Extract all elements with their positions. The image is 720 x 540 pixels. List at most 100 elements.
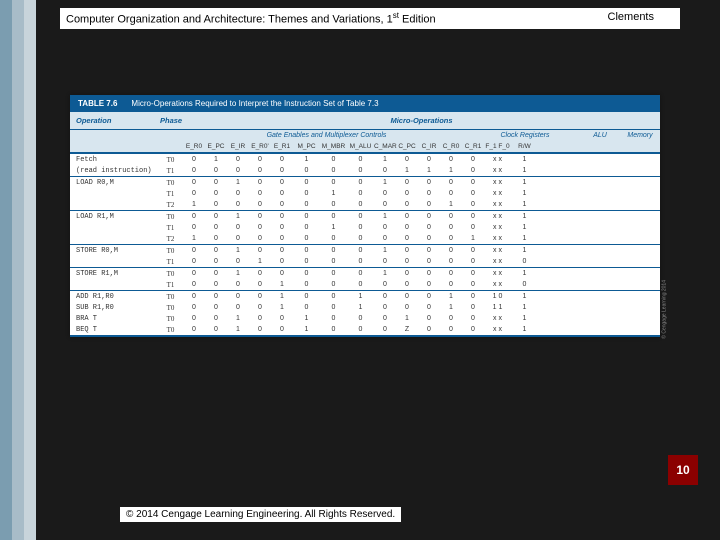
cell: x x [484, 268, 511, 279]
cell: 0 [374, 291, 396, 302]
cell: x x [484, 256, 511, 267]
cell: 0 [396, 302, 418, 313]
cell: 0 [396, 154, 418, 165]
cell: 0 [440, 233, 462, 244]
column-header: R/W [511, 141, 538, 152]
cell: 1 [320, 188, 347, 199]
cell: 0 [205, 211, 227, 222]
cell: 0 [293, 291, 320, 302]
cell: 0 [418, 233, 440, 244]
cell: 0 [271, 188, 293, 199]
cell: 0 [462, 302, 484, 313]
cell: 0 [396, 279, 418, 290]
cell: 0 [396, 233, 418, 244]
author-name: Clements [608, 11, 654, 26]
cell: 0 [249, 199, 271, 210]
cell: 0 [462, 313, 484, 324]
cell-phase: T0 [158, 245, 183, 256]
cell: 0 [374, 279, 396, 290]
cell: 0 [249, 245, 271, 256]
cell: 0 [249, 233, 271, 244]
cell: 0 [396, 211, 418, 222]
cell: 1 [347, 291, 374, 302]
cell: 0 [418, 188, 440, 199]
cell-operation: SUB R1,R0 [70, 302, 158, 313]
cell: 0 [293, 233, 320, 244]
cell: 1 [293, 324, 320, 335]
cell-phase: T0 [158, 177, 183, 188]
cell: 0 [347, 154, 374, 165]
cell: 1 [227, 313, 249, 324]
cell-operation: BEQ T [70, 324, 158, 335]
cell-operation: ADD R1,R0 [70, 291, 158, 302]
table-header-row-2: Gate Enables and Multiplexer Controls Cl… [70, 130, 660, 141]
cell: 0 [183, 313, 205, 324]
cell: 0 [293, 222, 320, 233]
cell-operation [70, 222, 158, 233]
cell: 0 [320, 211, 347, 222]
cell: 0 [320, 177, 347, 188]
cell: x x [484, 245, 511, 256]
cell: 0 [462, 177, 484, 188]
cell: 0 [227, 302, 249, 313]
col-gate-enables: Gate Enables and Multiplexer Controls [183, 130, 470, 141]
cell: 0 [462, 279, 484, 290]
cell: 0 [374, 222, 396, 233]
cell: 0 [347, 188, 374, 199]
cell: 0 [271, 245, 293, 256]
cell: 0 [271, 324, 293, 335]
cell: 0 [293, 199, 320, 210]
cell: 0 [227, 233, 249, 244]
cell: 0 [511, 256, 538, 267]
table-row-group: STORE R1,MT00010000010000x x1T1000010000… [70, 268, 660, 291]
cell: 1 1 [484, 302, 511, 313]
cell: Z [396, 324, 418, 335]
cell: 1 [374, 245, 396, 256]
table-row: BEQ TT0001001000Z000x x1 [70, 324, 660, 335]
cell: 0 [320, 154, 347, 165]
table-row: STORE R0,MT00010000010000x x1 [70, 245, 660, 256]
cell: 0 [205, 279, 227, 290]
cell: 1 0 [484, 291, 511, 302]
cell: 0 [205, 245, 227, 256]
cell: 0 [320, 324, 347, 335]
cell: 0 [347, 211, 374, 222]
col-operation: Operation [70, 112, 158, 129]
cell-phase: T0 [158, 154, 183, 165]
cell: 0 [205, 268, 227, 279]
cell: 0 [374, 165, 396, 176]
cell: 0 [440, 279, 462, 290]
cell: 0 [396, 291, 418, 302]
cell: 0 [293, 211, 320, 222]
cell: 1 [511, 233, 538, 244]
cell: 0 [374, 199, 396, 210]
cell: x x [484, 279, 511, 290]
cell: 0 [347, 177, 374, 188]
cell: x x [484, 211, 511, 222]
cell: 0 [418, 211, 440, 222]
cell: 0 [205, 302, 227, 313]
cell-phase: T1 [158, 222, 183, 233]
cell: 1 [511, 268, 538, 279]
decorative-left-bars [0, 0, 36, 540]
cell: 0 [396, 256, 418, 267]
cell: 0 [320, 256, 347, 267]
cell: 0 [320, 233, 347, 244]
table-row: T10000001000000x x1 [70, 188, 660, 199]
col-micro-ops: Micro-Operations [183, 112, 660, 129]
table-number: TABLE 7.6 [78, 99, 117, 108]
table-row-group: STORE R0,MT00010000010000x x1T1000100000… [70, 245, 660, 268]
cell: 0 [462, 291, 484, 302]
column-header: E_R0' [249, 141, 271, 152]
table-body: FetchT00100010010000x x1(read instructio… [70, 154, 660, 337]
cell: 1 [249, 256, 271, 267]
cell-phase: T2 [158, 199, 183, 210]
cell: 1 [227, 211, 249, 222]
bar [0, 0, 12, 540]
cell: 0 [249, 291, 271, 302]
cell: 0 [374, 302, 396, 313]
cell: 0 [183, 291, 205, 302]
cell: 0 [347, 313, 374, 324]
cell: 0 [293, 279, 320, 290]
cell: 0 [347, 233, 374, 244]
